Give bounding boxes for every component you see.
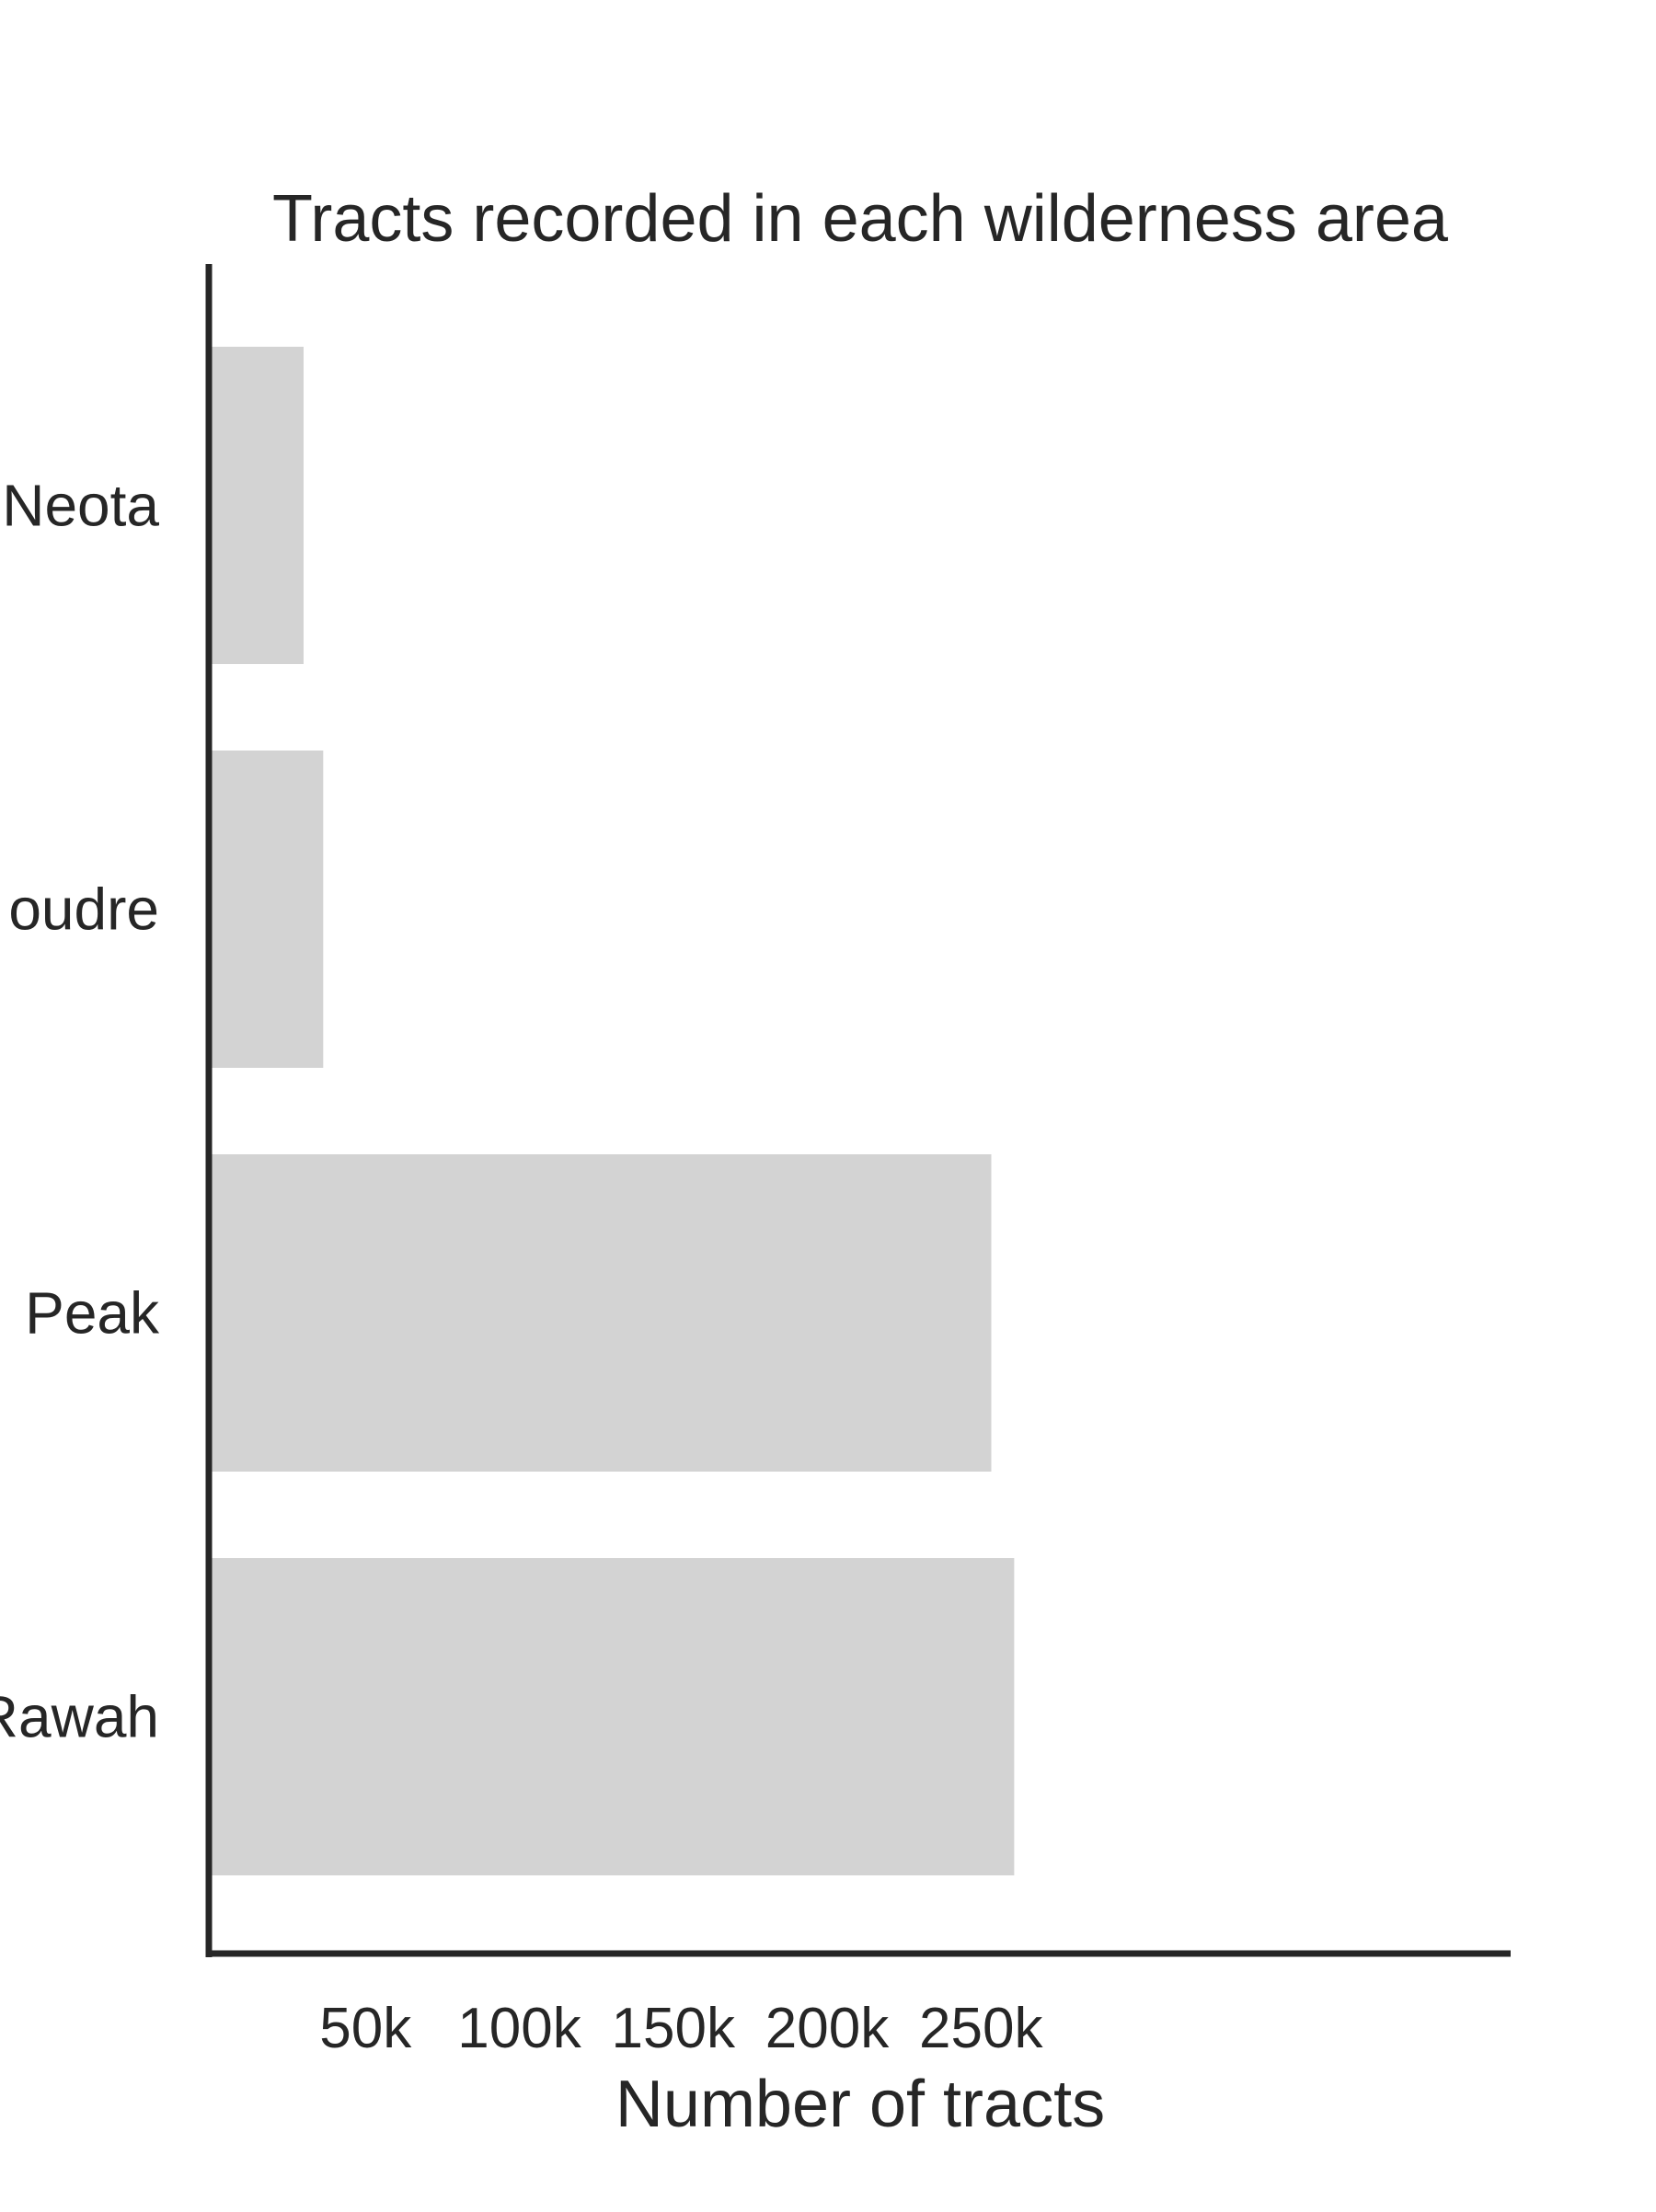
bar-neota [212,347,304,664]
x-tick-label: 50k [319,1997,412,2060]
category-label-peak: Peak [25,1280,160,1347]
x-axis-label: Number of tracts [615,2068,1105,2141]
category-label-neota: Neota [2,473,159,539]
category-labels: Neota oudre Peak Rawah [0,473,160,1750]
x-tick-label: 250k [919,1997,1043,2060]
bar-oudre [212,751,324,1068]
x-tick-label: 100k [457,1997,581,2060]
category-label-rawah: Rawah [0,1684,159,1750]
x-tick-label: 200k [765,1997,890,2060]
bar-rawah [212,1558,1015,1875]
x-tick-label: 150k [612,1997,736,2060]
bars [212,347,1015,1875]
category-label-oudre: oudre [8,877,159,943]
bar-peak [212,1154,992,1472]
x-tick-labels: 50k 100k 150k 200k 250k [319,1997,1043,2060]
chart-title: Tracts recorded in each wilderness area [272,182,1449,256]
